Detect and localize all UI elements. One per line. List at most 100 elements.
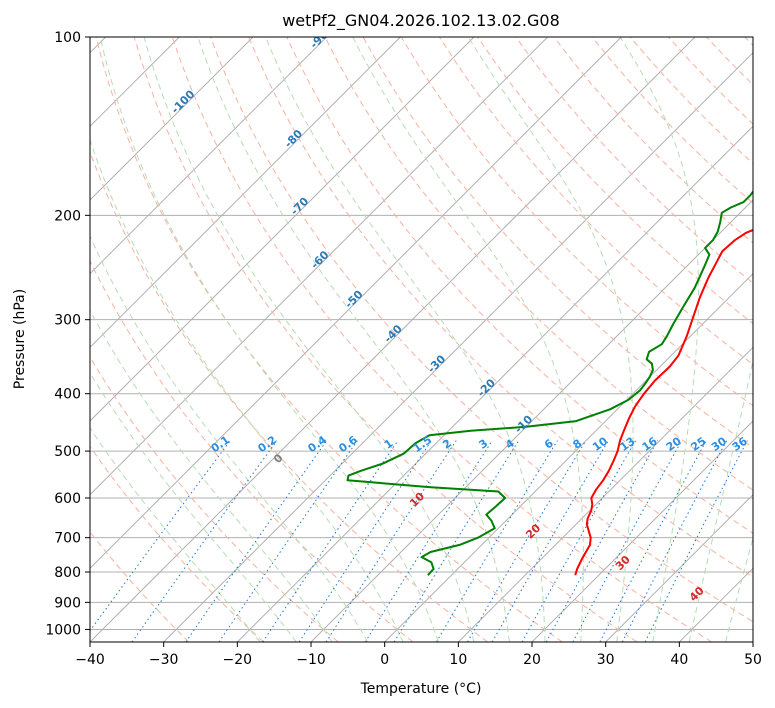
plot-frame [89, 36, 754, 643]
x-tick-label: −10 [296, 652, 326, 668]
moist-adiabat-line [197, 37, 510, 642]
y-tick-label: 200 [54, 208, 81, 224]
mixing-ratio-label: 3 [477, 437, 491, 452]
x-tick-label: 20 [523, 652, 541, 668]
mixing-ratio-line [298, 440, 432, 642]
mixing-ratio-line [218, 440, 358, 642]
moist-adiabat-line [90, 138, 404, 642]
dry-adiabat-line [90, 259, 414, 642]
mixing-ratio-line [435, 440, 558, 642]
moist-adiabat-line [352, 37, 584, 642]
dewpoint-profile-line [346, 190, 753, 576]
moist-adiabat-line [725, 536, 753, 642]
isobar-grid [90, 37, 753, 630]
temperature-profile-line [574, 228, 753, 576]
x-tick-label: 40 [670, 652, 688, 668]
isotherm-label: -70 [288, 194, 311, 217]
plot-area: 0.1 0.2 0.4 0.6 1 1.5 2 3 4 6 8 10 13 16 20 25 30 36-100-… [90, 28, 753, 642]
y-tick-label: 700 [54, 531, 81, 547]
moist-adiabat-line [90, 309, 333, 642]
isotherm-line [457, 346, 753, 642]
dry-adiabat-line [171, 37, 712, 642]
mixing-ratio-label: 0.4 [306, 433, 330, 455]
mixing-ratio-label: 1.5 [411, 433, 434, 455]
moist-adiabat-line [467, 37, 634, 642]
moist-adiabat-line [143, 37, 475, 642]
isotherm-line [384, 272, 753, 642]
isotherm-line [531, 420, 753, 642]
x-tick-label: 0 [380, 652, 389, 668]
dry-adiabat-line [591, 37, 753, 204]
mixing-ratio-line [185, 440, 328, 642]
moist-adiabat-line [265, 37, 546, 642]
dry-adiabat-line [324, 37, 753, 491]
dry-adiabat-line [90, 356, 339, 642]
y-tick-label: 600 [54, 491, 81, 507]
mixing-ratio-line [572, 440, 683, 642]
profile-series [346, 190, 753, 576]
mixing-ratio-line [262, 440, 399, 642]
isotherm-grid [90, 37, 753, 642]
moist-adiabat-line [688, 358, 753, 642]
dry-adiabat-line [90, 445, 264, 642]
chart-title: wetPf2_GN04.2026.102.13.02.G08 [282, 11, 560, 31]
y-tick-label: 1000 [45, 622, 81, 638]
y-axis-label: Pressure (hPa) [12, 289, 28, 389]
line-labels: 0.1 0.2 0.4 0.6 1 1.5 2 3 4 6 8 10 13 16 20 25 30 36-100-… [169, 28, 750, 604]
isotherm-line [605, 493, 753, 642]
mixing-ratio-label: 2 [440, 437, 454, 452]
isotherm-line [752, 641, 753, 642]
mixing-ratio-line [467, 440, 587, 642]
isotherm-line [310, 199, 753, 642]
isotherm-line [90, 37, 328, 275]
dry-adiabat-line [95, 37, 563, 642]
isotherm-line [163, 51, 753, 642]
moist-adiabat-line [99, 37, 439, 642]
mixing-ratio-line [644, 440, 748, 642]
isotherm-label: -80 [282, 127, 305, 150]
isotherm-line [90, 37, 401, 349]
dry-adiabat-line [90, 150, 488, 642]
y-tick-label: 300 [54, 313, 81, 329]
moist-adiabat-label: 10 [407, 490, 427, 510]
isotherm-label: -60 [308, 248, 331, 271]
mixing-ratio-line [521, 440, 637, 642]
moist-adiabat-lines [90, 37, 753, 642]
isotherm-line [678, 567, 753, 642]
x-tick-label: −40 [75, 652, 105, 668]
isotherm-line [90, 37, 622, 570]
mixing-ratio-line [364, 440, 493, 642]
mixing-ratio-lines [90, 440, 748, 642]
mixing-ratio-line [491, 440, 609, 642]
dry-adiabat-line [515, 37, 753, 284]
mixing-ratio-line [90, 440, 231, 632]
isotherm-label: -30 [425, 352, 448, 375]
dry-adiabat-line [248, 37, 753, 578]
isotherm-line [90, 37, 475, 422]
y-tick-label: 800 [54, 565, 81, 581]
moist-adiabat-line [90, 371, 297, 642]
isotherm-line [90, 37, 696, 642]
x-tick-label: 30 [597, 652, 615, 668]
mixing-ratio-line [621, 440, 728, 642]
moist-adiabat-label: 30 [613, 553, 633, 573]
y-tick-label: 400 [54, 387, 81, 403]
isotherm-label: -100 [169, 87, 198, 116]
dry-adiabat-line [286, 37, 753, 534]
dry-adiabat-line [706, 37, 753, 86]
y-tick-label: 500 [54, 444, 81, 460]
mixing-ratio-line [393, 440, 520, 642]
mixing-ratio-line [131, 440, 278, 642]
mixing-ratio-line [599, 440, 707, 642]
x-tick-label: −20 [223, 652, 253, 668]
y-axis-ticks: 1000 900 800 700 600 500 400 300 200 100 [45, 30, 90, 638]
y-tick-label: 900 [54, 595, 81, 611]
isotherm-label: -10 [512, 412, 535, 435]
isotherm-label: -90 [308, 28, 331, 51]
x-tick-label: 50 [744, 652, 762, 668]
isotherm-line [236, 125, 753, 642]
dry-adiabat-line [438, 37, 753, 366]
x-tick-label: −30 [149, 652, 179, 668]
